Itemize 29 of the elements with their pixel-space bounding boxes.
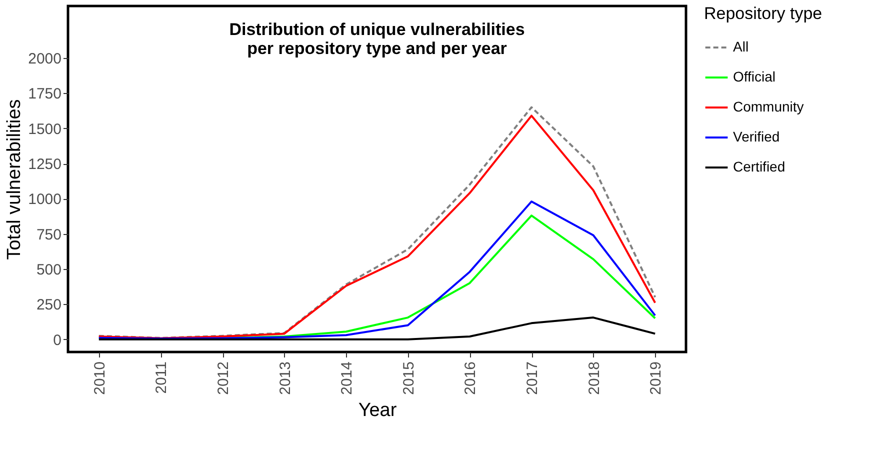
legend-label: All [733, 38, 749, 54]
x-tick-label: 2016 [462, 362, 480, 395]
y-tick-label: 750 [36, 226, 62, 244]
y-tick-label: 250 [36, 296, 62, 314]
legend-label: Community [733, 98, 804, 114]
x-tick-label: 2011 [153, 362, 170, 394]
legend-title: Repository type [704, 4, 822, 23]
y-tick-label: 2000 [28, 50, 62, 68]
x-tick-label: 2017 [524, 362, 541, 395]
x-tick-label: 2019 [648, 362, 665, 395]
x-tick-label: 2015 [400, 362, 418, 395]
y-tick-label: 1250 [28, 156, 62, 174]
x-tick-label: 2010 [91, 362, 108, 395]
y-tick-label: 1000 [28, 191, 62, 208]
x-tick-label: 2013 [276, 362, 294, 395]
y-tick-label: 500 [36, 262, 62, 279]
y-tick-label: 1500 [28, 120, 62, 138]
legend-label: Official [733, 68, 776, 84]
text: Distribution of unique vulnerabilities per repository type and per year [229, 20, 525, 58]
line-series [98, 316, 656, 340]
x-tick-label: 2012 [215, 362, 232, 395]
legend-label: Certified [733, 158, 786, 174]
x-tick-label: 2014 [338, 362, 356, 395]
y-tick-label: 0 [53, 332, 62, 349]
legend-label: Verified [733, 128, 780, 144]
x-tick-label: 2018 [586, 362, 603, 395]
y-axis-title: Total vulnerabilities [4, 99, 26, 260]
y-tick-label: 1750 [28, 86, 62, 103]
x-axis-title: Year [358, 400, 398, 421]
